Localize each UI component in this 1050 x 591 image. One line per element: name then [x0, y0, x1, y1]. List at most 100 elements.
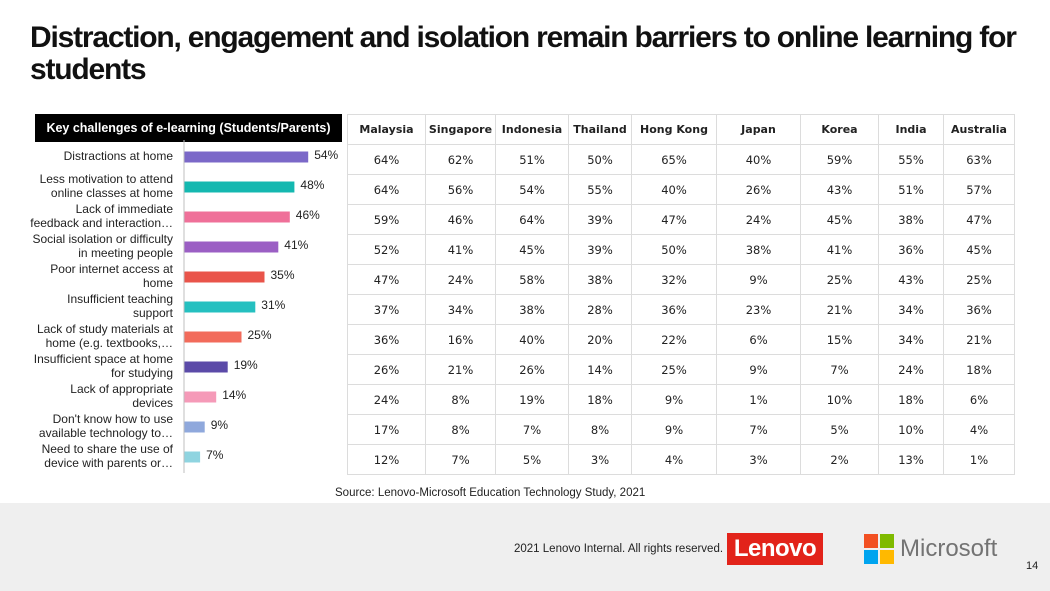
- category-label: home: [143, 276, 173, 290]
- table-cell: 47%: [631, 204, 717, 235]
- table-cell: 36%: [347, 324, 426, 355]
- microsoft-logo-square: [864, 534, 878, 548]
- table-cell: 12%: [347, 444, 426, 475]
- table-row: 12% 7% 5% 3% 4% 3% 2% 13% 1%: [347, 444, 1015, 475]
- bar-value-label: 54%: [314, 148, 338, 162]
- table-cell: 14%: [568, 354, 632, 385]
- table-cell: 47%: [943, 204, 1015, 235]
- category-label: Less motivation to attend: [40, 172, 173, 186]
- category-label: in meeting people: [78, 246, 173, 260]
- table-cell: 45%: [800, 204, 879, 235]
- table-column-header: Japan: [716, 114, 801, 145]
- bar: [184, 331, 242, 343]
- category-label: Distractions at home: [64, 149, 174, 163]
- microsoft-logo-icon: [864, 534, 894, 564]
- page-number: 14: [1026, 560, 1039, 572]
- category-label: Lack of immediate: [76, 202, 174, 216]
- table-cell: 39%: [568, 234, 632, 265]
- table-cell: 1%: [716, 384, 801, 415]
- table-cell: 2%: [800, 444, 879, 475]
- chart-title: Key challenges of e-learning (Students/P…: [35, 114, 342, 142]
- country-table: Malaysia Singapore Indonesia Thailand Hong K…: [347, 114, 1015, 475]
- slide-title: Distraction, engagement and isolation re…: [30, 21, 1017, 86]
- bar-value-label: 9%: [211, 418, 229, 432]
- table-cell: 55%: [568, 174, 632, 205]
- table-cell: 34%: [425, 294, 496, 325]
- category-label: Insufficient space at home: [34, 352, 174, 366]
- table-cell: 43%: [800, 174, 879, 205]
- bar: [184, 421, 205, 433]
- table-row: 26% 21% 26% 14% 25% 9% 7% 24% 18%: [347, 354, 1015, 385]
- table-cell: 47%: [347, 264, 426, 295]
- table-header-row: Malaysia Singapore Indonesia Thailand Hong K…: [347, 114, 1015, 145]
- table-cell: 38%: [716, 234, 801, 265]
- table-cell: 63%: [943, 144, 1015, 175]
- table-cell: 25%: [631, 354, 717, 385]
- table-cell: 50%: [631, 234, 717, 265]
- table-cell: 24%: [716, 204, 801, 235]
- table-cell: 18%: [878, 384, 944, 415]
- table-row: 64% 56% 54% 55% 40% 26% 43% 51% 57%: [347, 174, 1015, 205]
- table-cell: 15%: [800, 324, 879, 355]
- category-label: Poor internet access at: [50, 262, 173, 276]
- table-cell: 56%: [425, 174, 496, 205]
- table-cell: 10%: [878, 414, 944, 445]
- table-column-header: Hong Kong: [631, 114, 717, 145]
- bar: [184, 151, 309, 163]
- table-cell: 6%: [716, 324, 801, 355]
- bar: [184, 271, 265, 283]
- category-label: feedback and interaction…: [30, 216, 173, 230]
- copyright-text: 2021 Lenovo Internal. All rights reserve…: [514, 543, 724, 555]
- table-cell: 40%: [631, 174, 717, 205]
- table-cell: 59%: [800, 144, 879, 175]
- microsoft-logo-square: [880, 550, 894, 564]
- table-row: 36% 16% 40% 20% 22% 6% 15% 34% 21%: [347, 324, 1015, 355]
- table-cell: 9%: [716, 264, 801, 295]
- table-cell: 58%: [495, 264, 569, 295]
- microsoft-logo-square: [864, 550, 878, 564]
- bar: [184, 241, 279, 253]
- microsoft-logo-text: Microsoft: [900, 535, 998, 562]
- table-cell: 36%: [943, 294, 1015, 325]
- table-cell: 1%: [943, 444, 1015, 475]
- table-column-header: Indonesia: [495, 114, 569, 145]
- table-cell: 64%: [347, 174, 426, 205]
- table-column-header: Singapore: [425, 114, 496, 145]
- table-cell: 5%: [495, 444, 569, 475]
- table-row: 59% 46% 64% 39% 47% 24% 45% 38% 47%: [347, 204, 1015, 235]
- table-column-header: Thailand: [568, 114, 632, 145]
- table-cell: 26%: [347, 354, 426, 385]
- table-cell: 41%: [425, 234, 496, 265]
- bar-value-label: 46%: [296, 208, 320, 222]
- lenovo-logo: Lenovo: [727, 533, 823, 565]
- category-label: Social isolation or difficulty: [32, 232, 173, 246]
- category-label: devices: [132, 396, 173, 410]
- table-cell: 43%: [878, 264, 944, 295]
- table-cell: 26%: [495, 354, 569, 385]
- table-row: 47% 24% 58% 38% 32% 9% 25% 43% 25%: [347, 264, 1015, 295]
- bar: [184, 361, 228, 373]
- bar: [184, 211, 290, 223]
- table-cell: 25%: [943, 264, 1015, 295]
- table-cell: 20%: [568, 324, 632, 355]
- bar: [184, 391, 217, 403]
- table-column-header: Korea: [800, 114, 879, 145]
- table-cell: 21%: [425, 354, 496, 385]
- category-label: support: [133, 306, 174, 320]
- bar-value-label: 14%: [222, 388, 246, 402]
- source-note: Source: Lenovo-Microsoft Education Techn…: [335, 487, 646, 499]
- bar: [184, 301, 256, 313]
- table-cell: 7%: [425, 444, 496, 475]
- table-cell: 23%: [716, 294, 801, 325]
- table-cell: 34%: [878, 294, 944, 325]
- bar-value-label: 41%: [284, 238, 308, 252]
- table-column-header: Malaysia: [347, 114, 426, 145]
- category-label: Don't know how to use: [53, 412, 174, 426]
- table-cell: 4%: [631, 444, 717, 475]
- table-cell: 21%: [800, 294, 879, 325]
- table-cell: 4%: [943, 414, 1015, 445]
- table-cell: 18%: [943, 354, 1015, 385]
- table-cell: 10%: [800, 384, 879, 415]
- table-cell: 52%: [347, 234, 426, 265]
- table-cell: 37%: [347, 294, 426, 325]
